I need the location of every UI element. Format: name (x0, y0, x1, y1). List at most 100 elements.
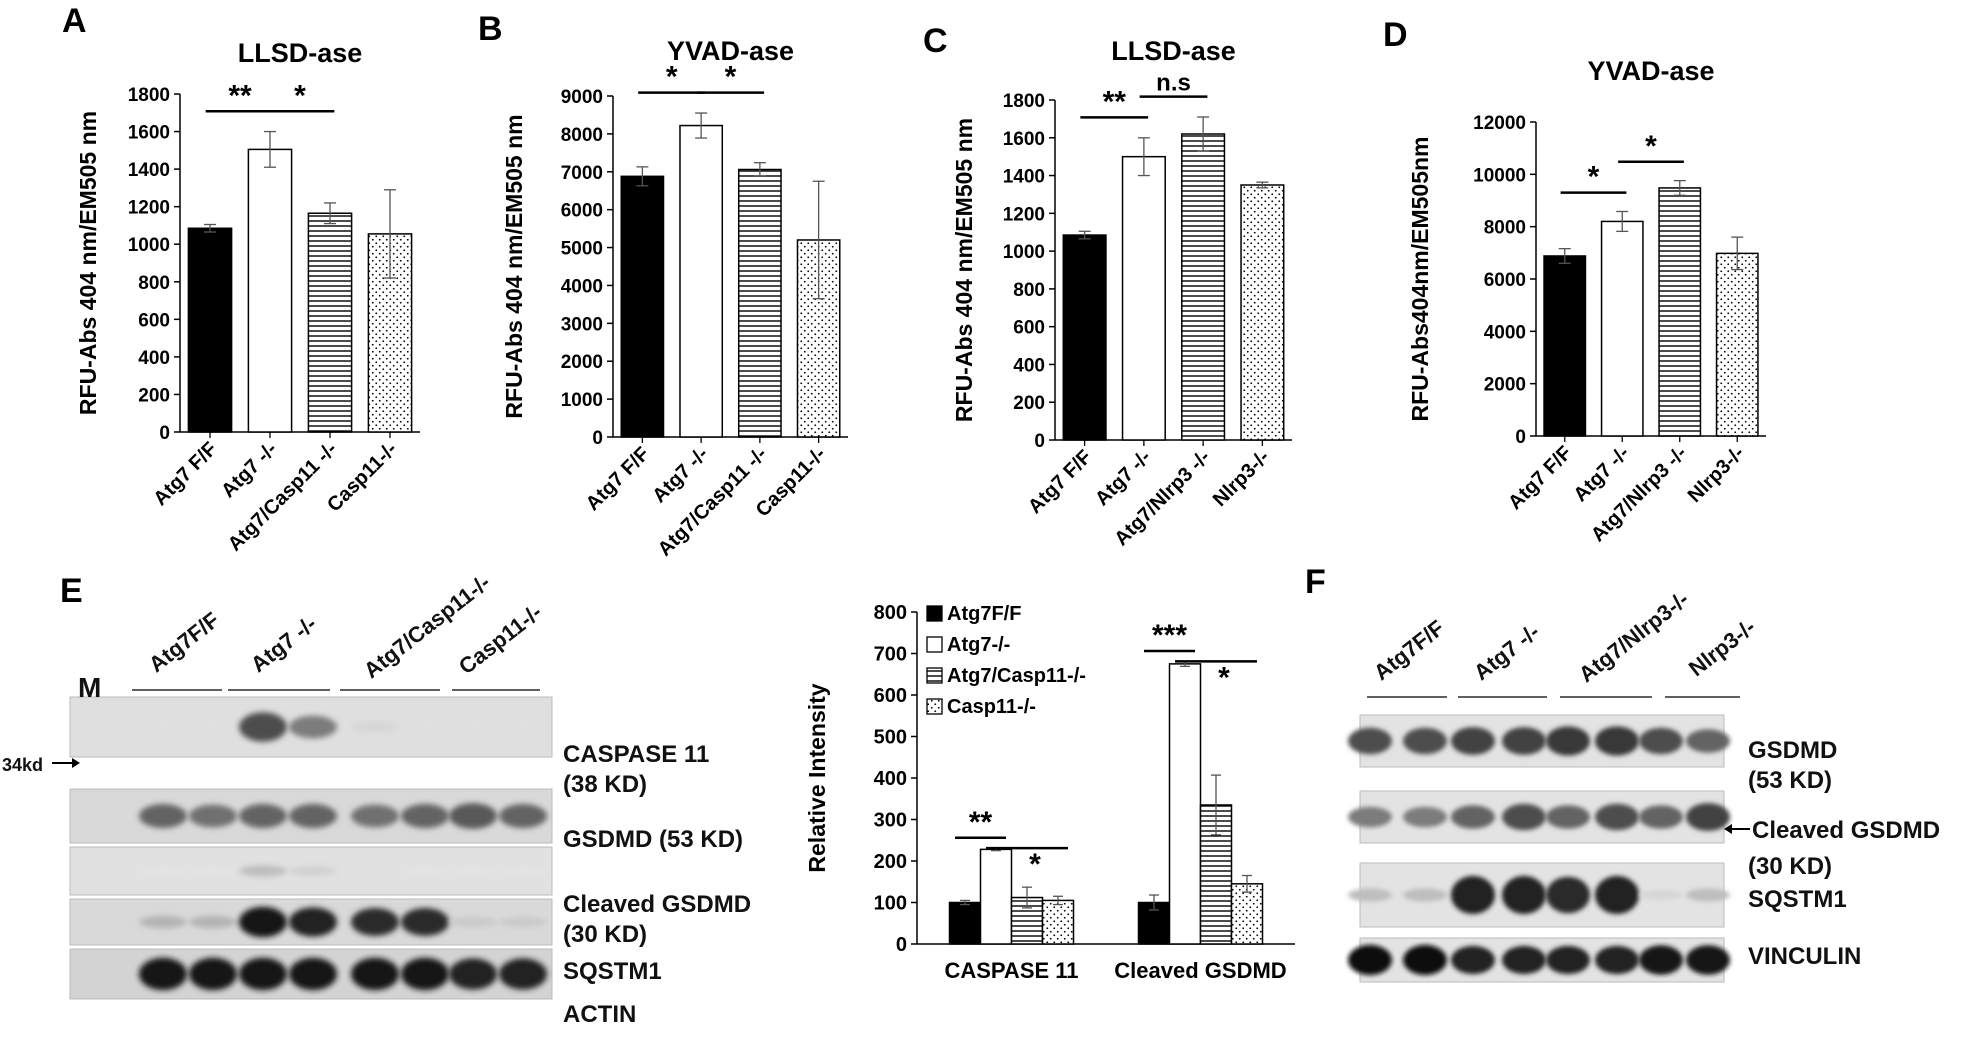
blot-band (449, 867, 497, 875)
blot-band (289, 866, 337, 876)
y-tick-label: 200 (874, 851, 907, 873)
y-tick-label: 1200 (128, 198, 170, 219)
x-category-label: Cleaved GSDMD (1114, 958, 1286, 983)
y-tick-label: 100 (874, 893, 907, 915)
blot-band (139, 867, 187, 875)
blot-band (1348, 727, 1392, 755)
y-axis-label: RFU-Abs 404 nm/EM505 nm (501, 114, 527, 418)
panel-letter-a: A (62, 2, 87, 40)
significance-label: n.s (1156, 70, 1191, 97)
y-tick-label: 400 (138, 348, 170, 369)
blot-band (1546, 726, 1590, 756)
blot-band (1546, 945, 1590, 975)
blot-band (239, 906, 287, 938)
blot-band (499, 867, 547, 875)
y-tick-label: 2000 (561, 352, 603, 373)
blot-band (401, 908, 449, 936)
y-tick-label: 1400 (128, 160, 170, 181)
bar (187, 227, 233, 433)
blot-band (1546, 876, 1590, 914)
panel-letter-b: B (478, 10, 503, 48)
y-tick-label: 300 (874, 810, 907, 832)
blot-band (1348, 888, 1392, 902)
blot-band (189, 804, 237, 828)
y-tick-label: 1800 (1003, 91, 1045, 112)
blot-band (499, 723, 547, 731)
blot-e-marker-size: 34kd (2, 755, 44, 775)
y-tick-label: 1000 (128, 235, 170, 256)
bar (1600, 220, 1644, 437)
significance-label: ** (969, 806, 993, 839)
significance-label: * (294, 79, 306, 112)
blot-band (189, 915, 237, 929)
y-tick-label: 12000 (1473, 113, 1526, 134)
y-tick-label: 9000 (561, 87, 603, 108)
y-tick-label: 4000 (561, 276, 603, 297)
bar (1168, 663, 1202, 945)
legend-swatch (926, 698, 943, 715)
blot-f-row-label-sqstm1: SQSTM1 (1748, 886, 1847, 913)
y-axis-label: RFU-Abs 404 nm/EM505 nm (951, 118, 977, 422)
x-tick-label: Atg7 F/F (149, 438, 221, 510)
blot-band (449, 958, 497, 990)
blot-band (1686, 888, 1730, 902)
significance-label: * (1645, 130, 1657, 163)
blot-band (1595, 726, 1639, 756)
y-tick-label: 6000 (1484, 270, 1526, 291)
bar (307, 212, 353, 433)
y-tick-label: 0 (592, 428, 603, 449)
y-tick-label: 8000 (1484, 218, 1526, 239)
bar (1121, 155, 1166, 441)
y-tick-label: 800 (138, 273, 170, 294)
y-tick-label: 400 (1013, 355, 1045, 376)
western-blot-e (52, 689, 553, 1000)
blot-band (401, 803, 449, 829)
blot-band (139, 803, 187, 829)
chart-title: LLSD-ase (1111, 36, 1236, 66)
significance-label: *** (1152, 619, 1187, 652)
blot-band (351, 804, 399, 828)
y-tick-label: 500 (874, 727, 907, 749)
blot-band (289, 715, 337, 739)
bar (1240, 184, 1285, 441)
blot-band (401, 957, 449, 991)
bar (1062, 234, 1107, 441)
x-tick-label: Atg7 F/F (1504, 442, 1576, 514)
cleaved-arrowhead (1724, 824, 1732, 834)
blot-band (239, 957, 287, 991)
bar (1181, 133, 1226, 441)
significance-label: * (1029, 848, 1041, 881)
blot-band (139, 957, 187, 991)
blot-band (189, 867, 237, 875)
y-tick-label: 600 (1013, 318, 1045, 339)
blot-band (1686, 945, 1730, 975)
blot-band (1502, 875, 1546, 915)
blot-band (1451, 805, 1495, 829)
chart-panel-c: LLSD-ase RFU-Abs 404 nm/EM505 nm 0 200 400 60… (951, 36, 1292, 550)
significance-label: * (725, 61, 737, 94)
western-blot-f (1348, 696, 1750, 983)
blot-band (1639, 805, 1683, 829)
y-tick-label: 1800 (128, 85, 170, 106)
blot-e-row-label-actin: ACTIN (563, 1001, 637, 1028)
chart-title: YVAD-ase (667, 36, 794, 66)
legend-label: Atg7/Casp11-/- (947, 665, 1086, 687)
blot-band (499, 958, 547, 990)
chart-panel-b: YVAD-ase RFU-Abs 404 nm/EM505 nm 0 1000 2000… (501, 36, 848, 561)
blot-band (449, 723, 497, 731)
blot-band (1639, 945, 1683, 975)
bar (247, 148, 293, 433)
panel-letter-e: E (60, 572, 83, 610)
x-tick-label: Nlrp3-/- (1209, 446, 1274, 511)
blot-band (1639, 727, 1683, 755)
y-tick-label: 1600 (1003, 129, 1045, 150)
x-tick-label: Atg7/Casp11 -/- (224, 438, 342, 556)
y-tick-label: 1000 (561, 390, 603, 411)
y-tick-label: 8000 (561, 125, 603, 146)
blot-band (1348, 944, 1392, 976)
y-tick-label: 6000 (561, 201, 603, 222)
y-tick-label: 0 (1034, 431, 1045, 452)
y-tick-label: 5000 (561, 239, 603, 260)
blot-band (401, 723, 449, 731)
legend-swatch (926, 667, 943, 684)
